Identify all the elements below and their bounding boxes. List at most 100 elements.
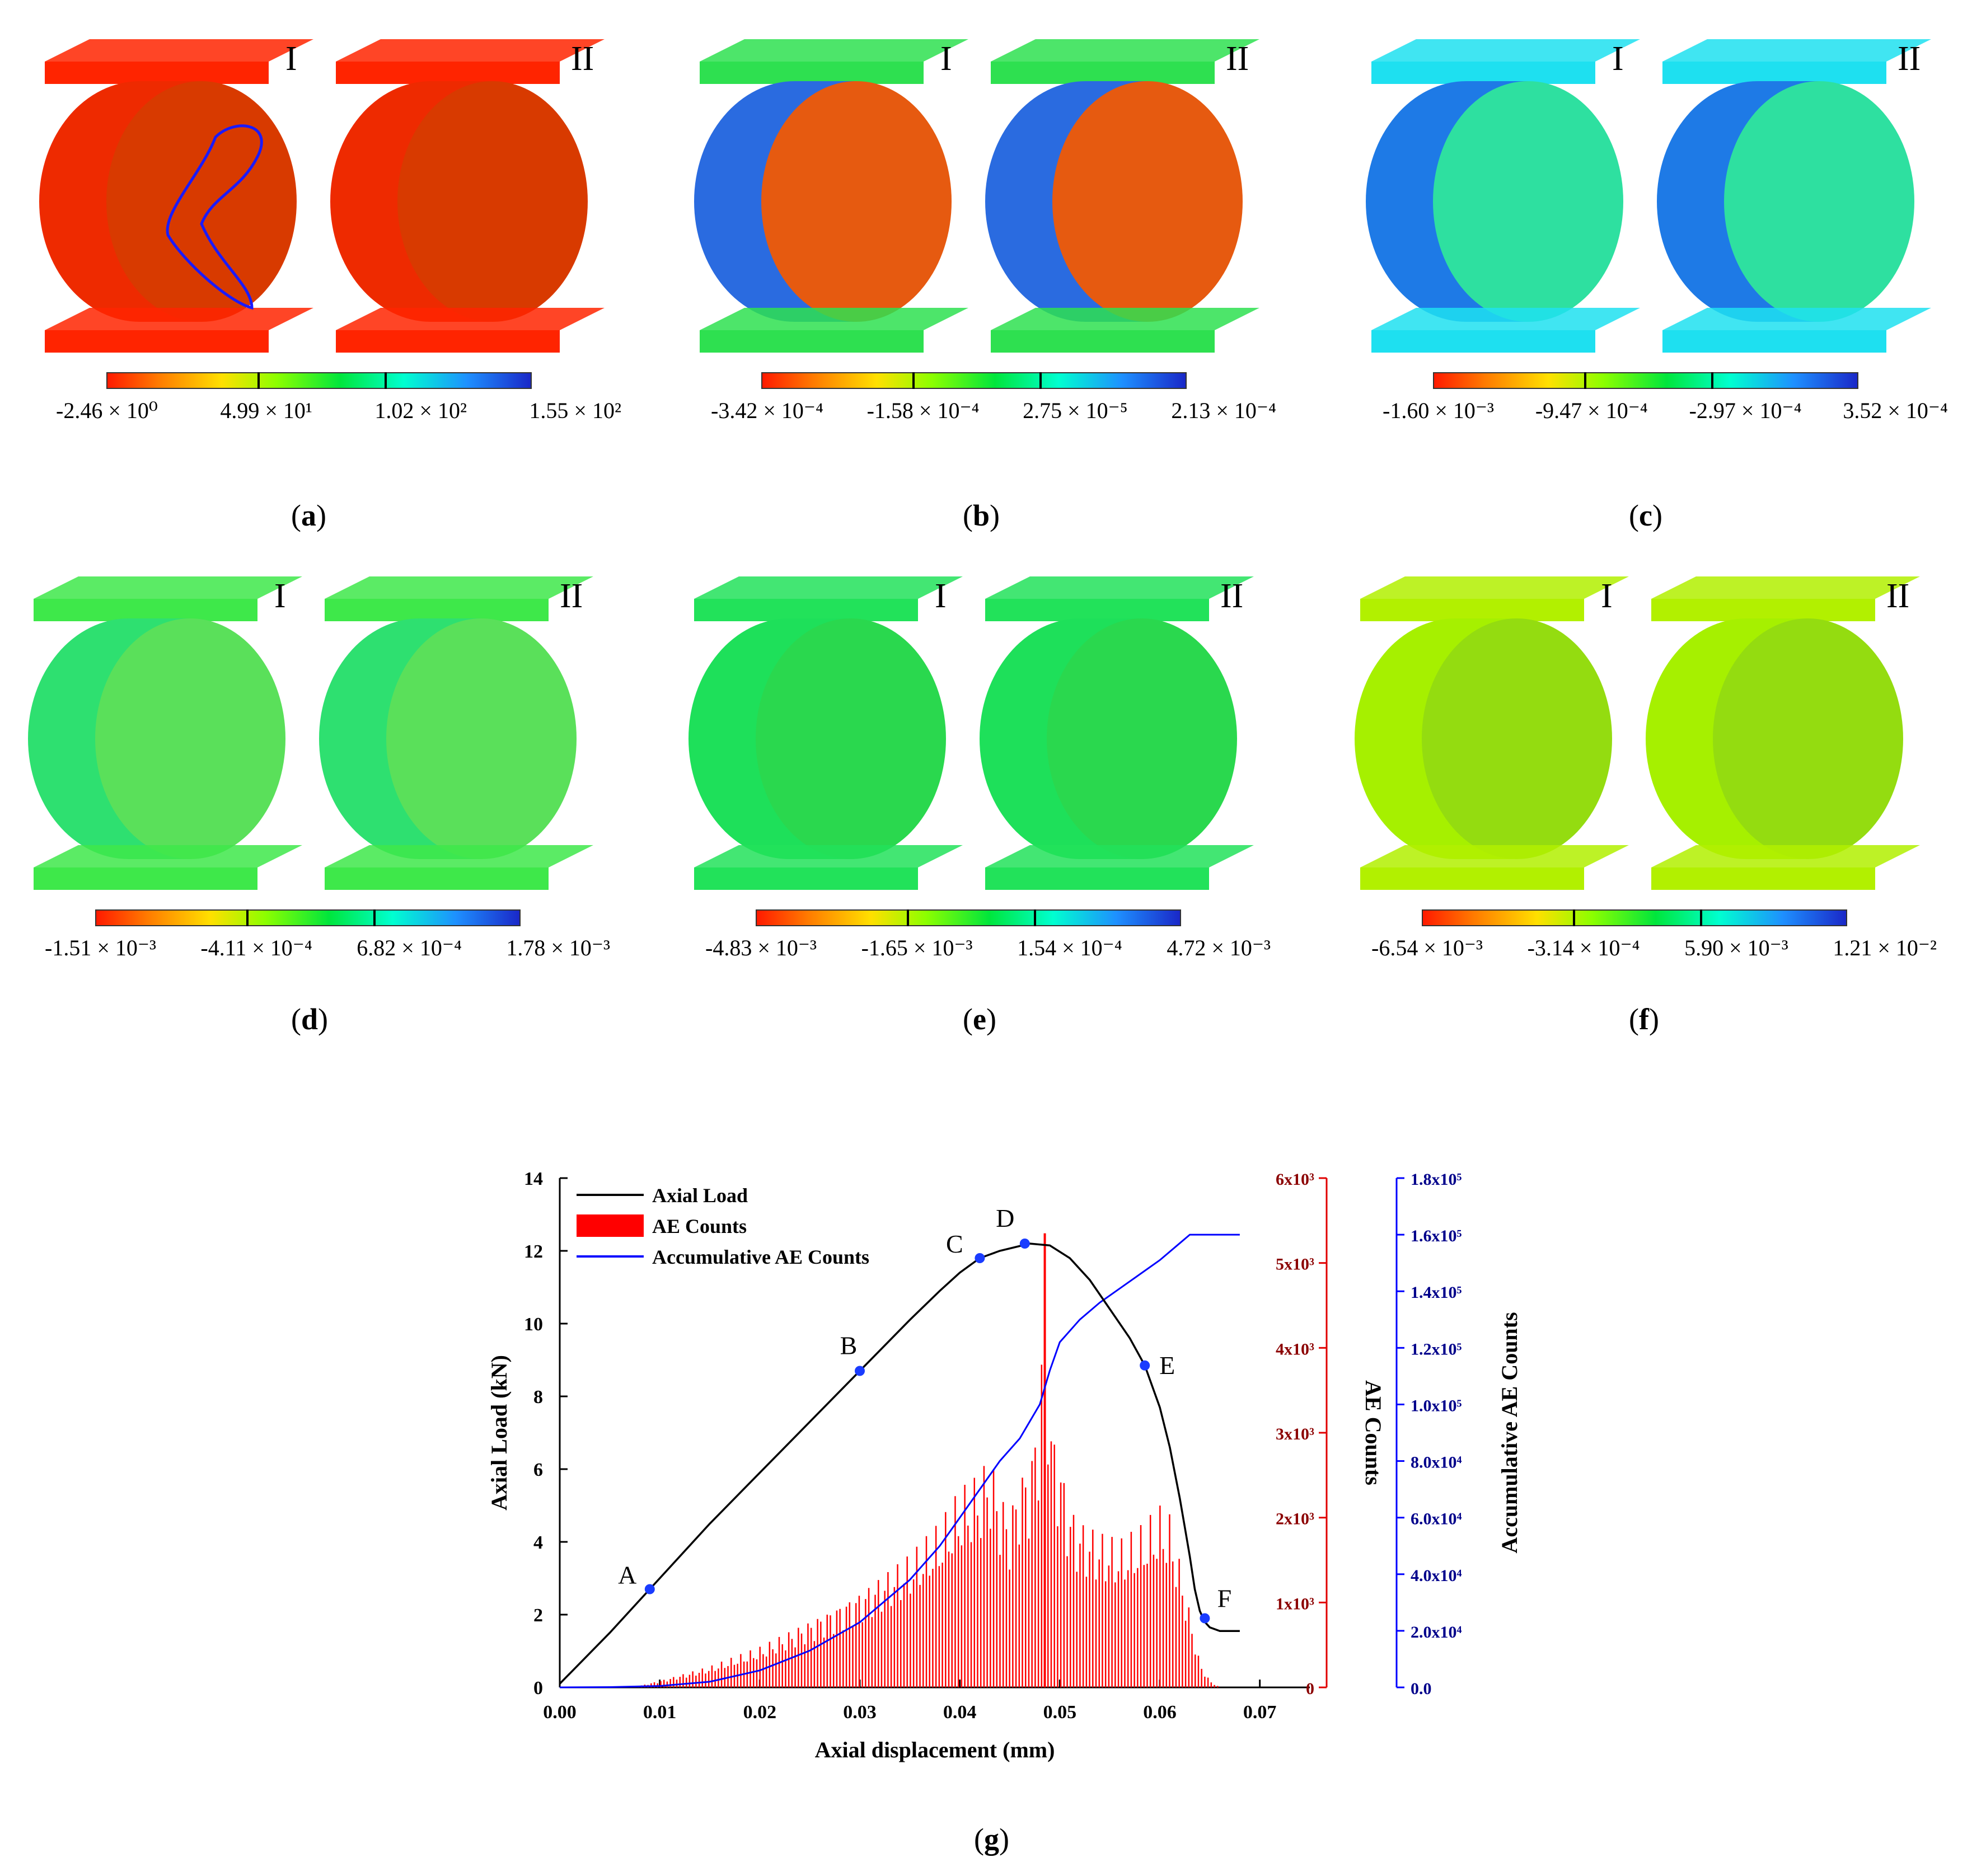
- y3-tick-label: 1.8x10⁵: [1411, 1170, 1462, 1189]
- specimen-II: [980, 576, 1254, 890]
- specimen-pair-render: [28, 576, 593, 890]
- y2-axis-title: AE Counts: [1361, 1380, 1386, 1485]
- y3-axis-title: Accumulative AE Counts: [1497, 1312, 1522, 1553]
- specimen-I: [694, 39, 968, 353]
- colorbar-label-1: 4.99 × 10¹: [220, 398, 312, 423]
- specimen-label-I: I: [940, 40, 952, 78]
- colorbar-labels: -4.83 × 10⁻³ -1.65 × 10⁻³ 1.54 × 10⁻⁴ 4.72 …: [705, 935, 1271, 961]
- point-label-F: F: [1217, 1584, 1232, 1613]
- y3-tick-label: 6.0x10⁴: [1411, 1510, 1462, 1528]
- colorbar-labels: -3.42 × 10⁻⁴ -1.58 × 10⁻⁴ 2.75 × 10⁻⁵ 2.13 …: [711, 397, 1276, 424]
- specimen-label-I: I: [1601, 577, 1613, 615]
- y-tick-label: 12: [524, 1241, 543, 1262]
- specimen-pair-render: [694, 39, 1259, 353]
- legend-swatch-ae-counts: [577, 1214, 644, 1237]
- accumulative-ae-line: [559, 1234, 1240, 1689]
- y-axis-title: Axial Load (kN): [486, 1355, 512, 1511]
- contour-panel-f: I II -6.54 × 10⁻³ -3.14 × 10⁻⁴ 5.90 × 10⁻³ 1.…: [1349, 565, 1986, 1103]
- specimen-label-II: II: [571, 40, 594, 78]
- contour-panel-a: I II -2.46 × 10⁰ 4.99 × 10¹ 1.02 × 10² 1.55 ×…: [34, 28, 677, 565]
- colorbar-label-3: 1.55 × 10²: [529, 398, 621, 423]
- point-marker-D: [1019, 1239, 1030, 1249]
- specimen-label-I: I: [1612, 40, 1624, 78]
- colorbar-label-0: -1.60 × 10⁻³: [1383, 398, 1494, 423]
- y3-tick-label: 1.2x10⁵: [1411, 1340, 1462, 1358]
- y2-tick-label: 2x10³: [1276, 1510, 1314, 1528]
- y-tick-label: 8: [533, 1387, 543, 1408]
- colorbar-label-2: 5.90 × 10⁻³: [1684, 935, 1788, 960]
- specimen-pair-render: [39, 39, 605, 353]
- colorbar-labels: -6.54 × 10⁻³ -3.14 × 10⁻⁴ 5.90 × 10⁻³ 1.21 …: [1371, 935, 1937, 961]
- point-marker-A: [644, 1584, 655, 1594]
- colorbar: [761, 372, 1187, 389]
- y-tick-label: 14: [524, 1169, 543, 1189]
- colorbar: [106, 372, 532, 389]
- colorbar-labels: -2.46 × 10⁰ 4.99 × 10¹ 1.02 × 10² 1.55 × 10…: [56, 397, 621, 424]
- specimen-I: [1355, 576, 1629, 890]
- y2-tick-label: 6x10³: [1276, 1170, 1314, 1189]
- y-tick-label: 10: [524, 1314, 543, 1335]
- colorbar-label-3: 3.52 × 10⁻⁴: [1843, 398, 1948, 423]
- x-tick-label: 0.04: [943, 1702, 977, 1723]
- x-axis-title: Axial displacement (mm): [815, 1737, 1055, 1762]
- colorbar-label-1: -3.14 × 10⁻⁴: [1527, 935, 1640, 960]
- y3-tick-label: 1.6x10⁵: [1411, 1227, 1462, 1245]
- y2-tick-label: 3x10³: [1276, 1425, 1314, 1443]
- caption-c: (c): [1629, 499, 1662, 532]
- colorbar-label-3: 4.72 × 10⁻³: [1167, 935, 1271, 960]
- specimen-label-II: II: [560, 577, 583, 615]
- specimen-label-I: I: [274, 577, 286, 615]
- y2-tick-label: 0: [1306, 1680, 1314, 1698]
- colorbar-label-1: -1.65 × 10⁻³: [861, 935, 973, 960]
- y3-tick-label: 2.0x10⁴: [1411, 1623, 1462, 1642]
- point-marker-C: [975, 1253, 985, 1263]
- specimen-II: [1657, 39, 1931, 353]
- colorbar: [95, 909, 521, 926]
- x-tick-label: 0.02: [743, 1702, 777, 1723]
- colorbar-label-0: -2.46 × 10⁰: [56, 398, 158, 423]
- specimen-pair-render: [1355, 576, 1920, 890]
- y2-tick-label: 1x10³: [1276, 1594, 1314, 1613]
- specimen-label-I: I: [935, 577, 947, 615]
- x-tick-label: 0.03: [843, 1702, 877, 1723]
- x-tick-label: 0.06: [1143, 1702, 1177, 1723]
- axial-load-line: [559, 1242, 1240, 1685]
- caption-e: (e): [963, 1002, 996, 1036]
- caption-b: (b): [963, 499, 1000, 532]
- crack-outline: [166, 124, 263, 310]
- specimen-II: [319, 576, 593, 890]
- colorbar-label-0: -1.51 × 10⁻³: [45, 935, 156, 960]
- colorbar-labels: -1.51 × 10⁻³ -4.11 × 10⁻⁴ 6.82 × 10⁻⁴ 1.78 …: [45, 935, 610, 961]
- point-label-A: A: [618, 1561, 636, 1589]
- point-marker-E: [1140, 1360, 1150, 1371]
- colorbar-label-1: -9.47 × 10⁻⁴: [1535, 398, 1648, 423]
- colorbar: [1422, 909, 1847, 926]
- legend-label-axial-load: Axial Load: [652, 1184, 748, 1207]
- specimen-II: [330, 39, 605, 353]
- specimen-I: [688, 576, 963, 890]
- colorbar-label-3: 1.78 × 10⁻³: [506, 935, 610, 960]
- point-label-B: B: [840, 1331, 858, 1360]
- colorbar-label-0: -4.83 × 10⁻³: [705, 935, 817, 960]
- specimen-pair-render: [688, 576, 1254, 890]
- point-marker-F: [1200, 1613, 1210, 1624]
- y3-tick-label: 1.4x10⁵: [1411, 1283, 1462, 1302]
- colorbar: [756, 909, 1181, 926]
- colorbar-label-2: 6.82 × 10⁻⁴: [357, 935, 462, 960]
- colorbar-label-2: 1.54 × 10⁻⁴: [1017, 935, 1122, 960]
- contour-panel-c: I II -1.60 × 10⁻³ -9.47 × 10⁻⁴ -2.97 × 10⁻⁴ 3…: [1360, 28, 1986, 565]
- colorbar-labels: -1.60 × 10⁻³ -9.47 × 10⁻⁴ -2.97 × 10⁻⁴ 3.52…: [1383, 397, 1948, 424]
- specimen-II: [1646, 576, 1920, 890]
- specimen-pair-render: [1366, 39, 1931, 353]
- contour-panel-d: I II -1.51 × 10⁻³ -4.11 × 10⁻⁴ 6.82 × 10⁻⁴ 1.…: [22, 565, 666, 1103]
- y-tick-label: 2: [533, 1605, 543, 1626]
- specimen-label-II: II: [1226, 40, 1249, 78]
- legend-label-accumulative: Accumulative AE Counts: [652, 1246, 869, 1268]
- point-marker-B: [855, 1366, 865, 1376]
- y2-tick-label: 5x10³: [1276, 1255, 1314, 1274]
- point-label-E: E: [1159, 1351, 1175, 1380]
- y3-tick-label: 0.0: [1411, 1680, 1432, 1698]
- colorbar-label-1: -1.58 × 10⁻⁴: [866, 398, 980, 423]
- x-tick-label: 0.05: [1043, 1702, 1077, 1723]
